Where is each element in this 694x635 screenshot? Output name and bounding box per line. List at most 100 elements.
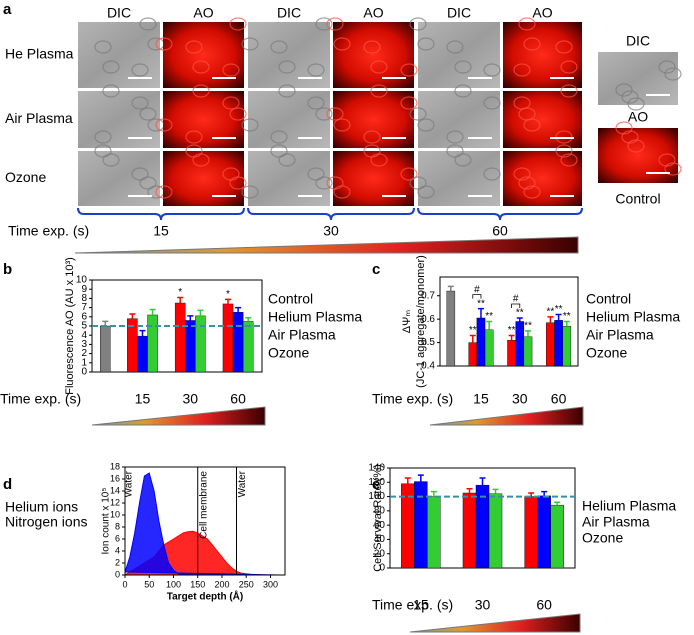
bracket-label: #	[474, 284, 480, 295]
bar	[446, 290, 456, 367]
brace	[417, 207, 583, 221]
significance: **	[547, 306, 555, 317]
legend-entry: Helium Plasma	[582, 498, 676, 514]
error-bar	[404, 477, 411, 484]
significance: **	[469, 325, 477, 336]
y-axis-label: Ion count x 10⁵	[101, 488, 112, 555]
legend-entry: Control	[586, 291, 631, 307]
error-bar	[149, 308, 156, 315]
cell	[139, 107, 157, 121]
cell	[155, 185, 173, 199]
bracket-label: #	[513, 294, 519, 305]
bar	[524, 496, 538, 569]
cell	[483, 63, 501, 77]
cell	[229, 17, 247, 31]
bar	[147, 314, 158, 373]
y-tick-label: 2	[81, 348, 87, 359]
ao-image	[163, 91, 244, 148]
cell	[454, 153, 472, 167]
cell	[192, 60, 210, 74]
brace	[247, 207, 415, 221]
cell	[222, 63, 240, 77]
cell	[483, 167, 501, 181]
cell	[363, 130, 381, 144]
x-tick-label: 200	[214, 579, 229, 589]
cell	[621, 130, 639, 144]
cell	[307, 63, 325, 77]
legend-entry: Helium Plasma	[268, 309, 362, 325]
cell	[307, 96, 325, 110]
legend-entry: Ozone	[582, 530, 623, 546]
cell	[454, 84, 472, 98]
y-tick-label: 20	[374, 548, 386, 559]
cell	[131, 167, 149, 181]
bar	[507, 340, 516, 367]
cell	[94, 130, 112, 144]
error-bar	[492, 488, 499, 494]
y-tick-label: 4	[81, 330, 87, 341]
y-tick-label: 9	[81, 284, 87, 295]
cell	[560, 84, 578, 98]
legend-entry: Helium Plasma	[586, 309, 680, 325]
y-axis-label: Cell Survival Rate (%)	[372, 464, 384, 572]
y-axis-label: (JC-1 aggregate/monomer)	[415, 255, 427, 388]
panel-label: b	[3, 261, 12, 278]
cell	[131, 96, 149, 110]
error-bar	[563, 320, 570, 327]
x-tick-label: 0	[122, 579, 127, 589]
cell	[270, 40, 288, 54]
cell	[560, 60, 578, 74]
cell	[518, 17, 536, 31]
y-tick-label: 1	[81, 357, 87, 368]
column-header: AO	[532, 5, 552, 21]
cell	[270, 144, 288, 158]
cell	[241, 185, 259, 199]
bracket	[472, 294, 482, 299]
cell	[523, 185, 541, 199]
y-tick-label: 6	[81, 311, 87, 322]
bar	[476, 317, 486, 367]
cell	[400, 167, 418, 181]
region-label: Water	[124, 470, 135, 497]
legend-entry: Air Plasma	[586, 327, 654, 343]
legend-entry: Ozone	[268, 345, 309, 361]
y-tick-label: 3	[81, 339, 87, 350]
y-tick-label: 2	[115, 557, 120, 567]
x-tick-label: 100	[166, 579, 181, 589]
category-label: 60	[536, 597, 552, 613]
y-tick-label: 100	[368, 491, 385, 502]
x-tick-label: 50	[144, 579, 154, 589]
cell	[621, 90, 639, 104]
category-label: 30	[512, 391, 528, 407]
dic-image	[248, 91, 330, 148]
error-bar	[197, 309, 204, 316]
cell	[222, 96, 240, 110]
cell	[155, 118, 173, 132]
bar	[242, 321, 254, 373]
cell	[658, 153, 676, 167]
cell	[627, 139, 645, 153]
error-bar	[508, 334, 515, 341]
cell	[615, 121, 633, 135]
cell	[315, 176, 333, 190]
bar	[414, 481, 428, 569]
cell	[446, 144, 464, 158]
cell	[139, 17, 157, 31]
cell	[241, 118, 259, 132]
legend-entry: Nitrogen ions	[5, 514, 88, 530]
cell	[131, 63, 149, 77]
cell	[192, 84, 210, 98]
y-tick-label: 0.7	[421, 290, 435, 301]
time-label: 30	[323, 223, 339, 239]
category-label: 15	[135, 391, 151, 407]
column-header: DIC	[107, 5, 131, 21]
bar	[462, 492, 477, 569]
cell	[333, 37, 351, 51]
gradient-wedge	[409, 613, 581, 633]
error-bar	[554, 501, 561, 506]
y-tick-label: 0.5	[421, 337, 435, 348]
column-header: DIC	[447, 5, 471, 21]
region-label: Water	[237, 470, 248, 497]
cell	[315, 17, 333, 31]
